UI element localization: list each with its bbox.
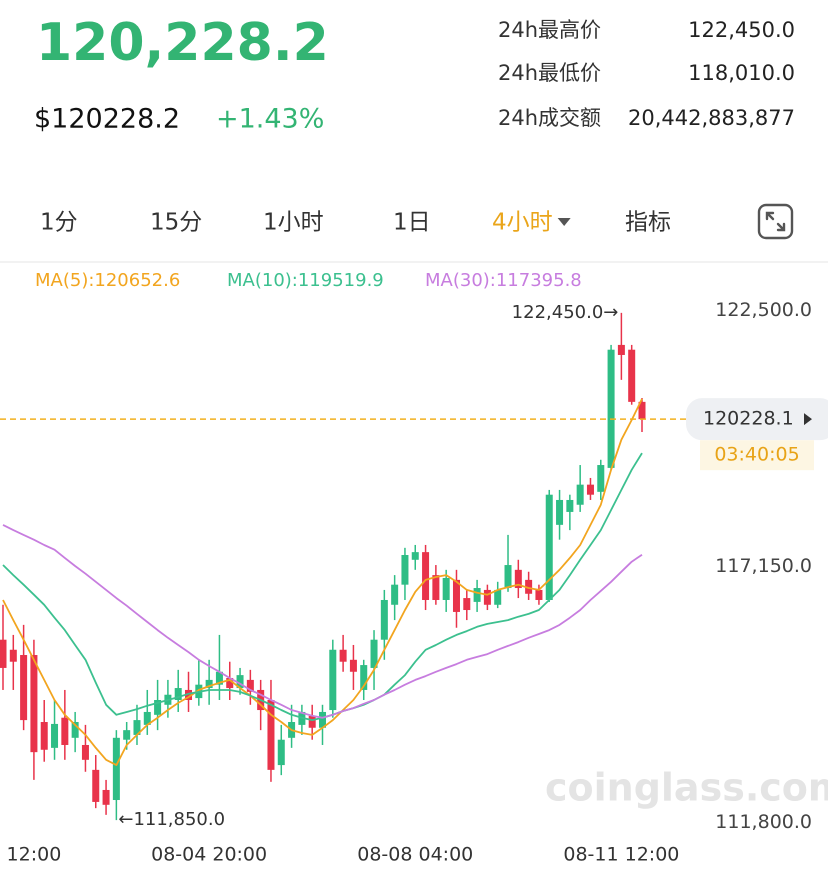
candle-body [607, 349, 615, 468]
candle-body [92, 769, 100, 802]
stat-label: 24h最高价 [498, 18, 601, 42]
candle-body [617, 344, 625, 355]
x-tick-label: 12:00 [7, 844, 62, 866]
candle-body [494, 589, 502, 605]
candle-body [586, 484, 594, 495]
price-change: +1.43% [216, 104, 324, 135]
candle-body [525, 579, 533, 594]
legend-entry: MA(10):119519.9 [227, 270, 384, 291]
candle-body [51, 723, 59, 748]
legend-entry: MA(30):117395.8 [425, 270, 582, 291]
interval-tabs: 1分 15分 1小时 1日 4小时 指标 [40, 210, 671, 236]
ma-line [2, 524, 643, 719]
stat-value: 122,450.0 [688, 18, 795, 42]
candle-body [545, 494, 553, 600]
last-price-big: 120,228.2 [36, 13, 329, 73]
candle-body [308, 715, 316, 728]
candle-body [318, 711, 327, 728]
interval-tab[interactable]: 1日 [393, 210, 431, 236]
candle-body [514, 569, 522, 589]
dropdown-caret [557, 218, 571, 226]
candle-body [556, 499, 564, 525]
candle-body [576, 484, 584, 505]
candle-body [535, 589, 543, 600]
candle-body [638, 401, 646, 420]
candle-body [30, 655, 38, 753]
x-tick-label: 08-11 12:00 [563, 844, 679, 866]
stat-label: 24h最低价 [498, 61, 601, 85]
candle-body [9, 649, 17, 662]
stat-label: 24h成交额 [498, 106, 601, 130]
y-tick-label: 122,500.0 [715, 299, 812, 321]
candle-body [20, 655, 28, 721]
candle-body [226, 677, 234, 689]
candle-body [452, 579, 460, 612]
candle-body [422, 552, 430, 600]
watermark: coinglass.com [545, 766, 828, 810]
candle-body [246, 679, 254, 692]
candle-body [483, 589, 491, 605]
legend-entry: MA(5):120652.6 [35, 270, 180, 291]
interval-tab[interactable]: 1小时 [263, 210, 324, 236]
candle-body [597, 465, 605, 492]
candle-body [277, 739, 285, 766]
candle-body [40, 722, 48, 750]
stat-value: 20,442,883,877 [628, 106, 795, 130]
interval-tab[interactable]: 1分 [40, 210, 78, 236]
price-tag-arrow [804, 413, 812, 426]
high-annotation: 122,450.0→ [512, 302, 619, 323]
candle-body [504, 565, 512, 589]
candle-body [81, 744, 89, 760]
stat-value: 118,010.0 [688, 61, 795, 85]
candle-body [236, 675, 244, 689]
candle-body [442, 577, 450, 600]
candle-body [123, 730, 131, 740]
y-tick-label: 117,150.0 [715, 555, 812, 577]
candle-body [143, 711, 151, 725]
candle-body [391, 584, 399, 605]
interval-tab[interactable]: 15分 [150, 210, 202, 236]
y-tick-label: 111,800.0 [715, 811, 812, 833]
x-tick-label: 08-08 04:00 [357, 844, 473, 866]
candle-body [380, 599, 388, 640]
countdown: 03:40:05 [714, 444, 799, 466]
candle-body [185, 689, 193, 700]
candle-body [102, 789, 110, 805]
candle-body [329, 649, 337, 711]
candle-body [267, 700, 275, 770]
x-tick-label: 08-04 20:00 [151, 844, 267, 866]
low-annotation: ←111,850.0 [118, 809, 225, 830]
candle-body [401, 555, 409, 585]
candle-body [215, 671, 223, 685]
price-tag-box [686, 398, 828, 441]
candle-body [174, 688, 182, 700]
candle-body [432, 575, 440, 600]
interval-tab[interactable]: 4小时 [492, 210, 553, 236]
candle-body [154, 700, 162, 715]
candle-body [205, 679, 213, 689]
candle-body [360, 665, 368, 690]
ma-line [2, 398, 643, 766]
usd-price: $120228.2 [34, 104, 180, 135]
countdown-box [700, 440, 814, 471]
price-tag: 120228.1 [703, 408, 794, 430]
plot-area: coinglass.com 122,500.0 117,150.0 111,800.0… [0, 270, 828, 866]
candle-body [628, 349, 636, 402]
candle-body [133, 720, 141, 735]
candle-body [566, 499, 574, 512]
candle-body [473, 588, 481, 602]
candle-body [370, 639, 378, 668]
candle-body [463, 598, 471, 611]
candle-body [0, 639, 7, 668]
candle-body [61, 717, 69, 745]
candle-body [339, 649, 347, 662]
fullscreen-button[interactable] [757, 203, 794, 240]
candle-body [349, 659, 357, 672]
candle-body [71, 722, 79, 738]
interval-tab[interactable]: 指标 [625, 210, 671, 236]
candle-body [112, 737, 120, 801]
candle-body [411, 552, 419, 560]
